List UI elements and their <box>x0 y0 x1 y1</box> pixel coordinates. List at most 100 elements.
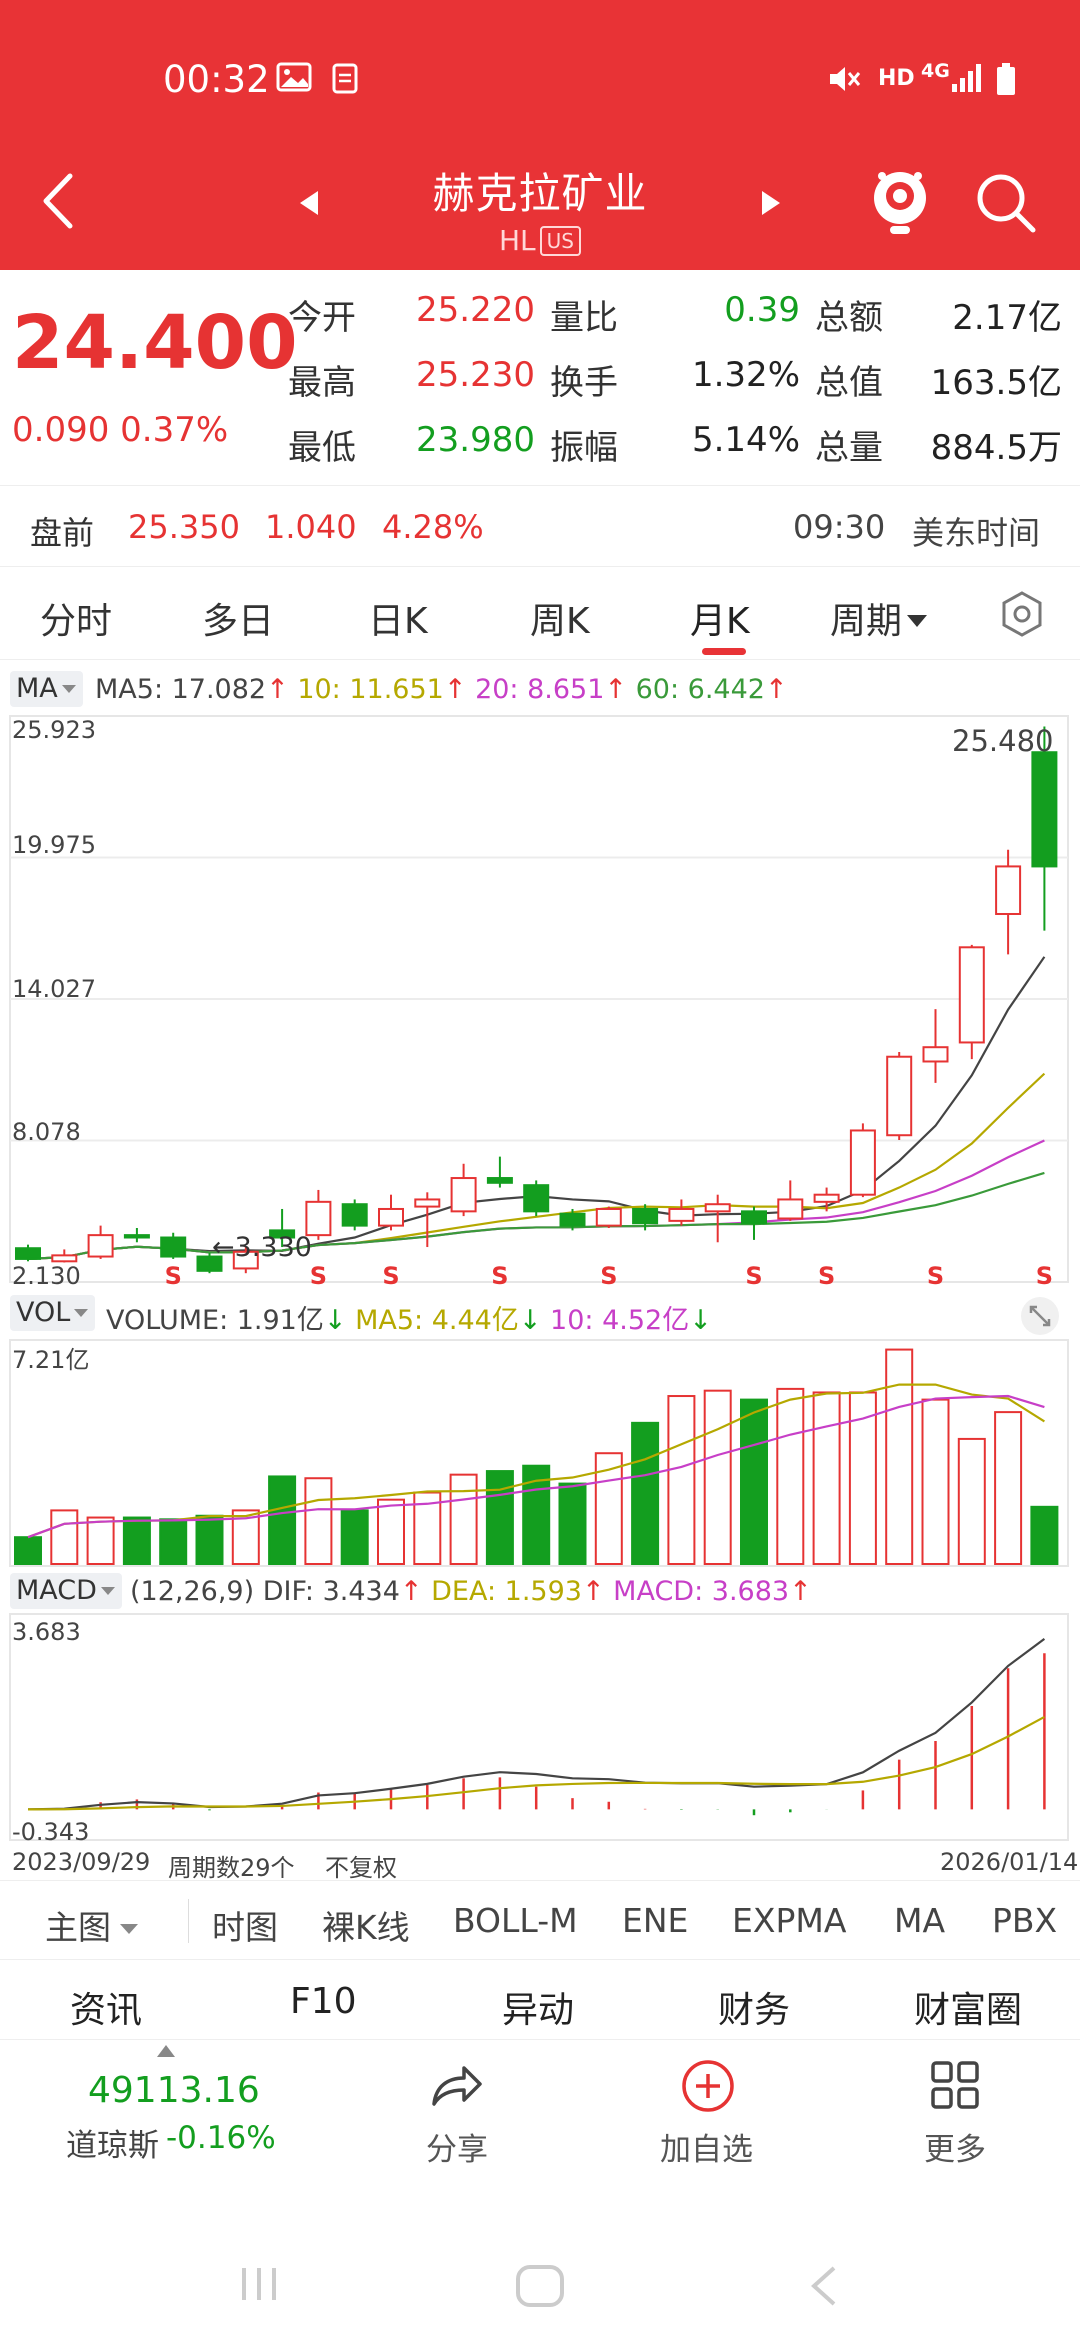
macd-legend: (12,26,9) DIF: 3.434↑ DEA: 1.593↑ MACD: … <box>130 1576 812 1607</box>
system-back-icon[interactable] <box>808 2264 838 2308</box>
chevron-down-icon <box>100 1587 115 1595</box>
macd-selector-label: MACD <box>16 1575 97 1606</box>
candle <box>886 1055 913 1137</box>
more-label[interactable]: 更多 <box>924 2132 986 2168</box>
robot-assistant-icon[interactable] <box>870 168 930 240</box>
candle <box>160 1236 187 1258</box>
vol-ma5-value: MA5: 4.44亿 <box>355 1305 519 1336</box>
dif-value: DIF: 3.434 <box>262 1576 400 1607</box>
macd-selector[interactable]: MACD <box>10 1573 122 1609</box>
expand-icon[interactable] <box>1020 1296 1060 1336</box>
indicator-expma[interactable]: EXPMA <box>732 1901 847 1940</box>
candle <box>849 1129 876 1196</box>
home-icon[interactable] <box>515 2264 565 2308</box>
stat-value: 1.32% <box>691 355 800 395</box>
ma-legend: MA5: 17.082↑ 10: 11.651↑ 20: 8.651↑ 60: … <box>95 674 788 705</box>
candle <box>813 1193 840 1203</box>
min-price-label: ←3.330 <box>212 1232 312 1263</box>
volume-bar <box>631 1421 660 1566</box>
premarket-timezone: 美东时间 <box>912 514 1041 552</box>
add-watchlist-icon[interactable] <box>680 2058 736 2114</box>
vol-selector[interactable]: VOL <box>10 1295 96 1331</box>
macd-chart[interactable] <box>0 1612 1080 1844</box>
tab-movement[interactable]: 异动 <box>502 1990 575 2031</box>
price-change: 0.090 0.37% <box>12 410 228 450</box>
main-chart-selector[interactable]: 主图 <box>45 1901 139 1949</box>
indicator-ene[interactable]: ENE <box>622 1901 689 1940</box>
document-icon <box>332 63 358 94</box>
stat-value: 884.5万 <box>930 428 1062 468</box>
tab-wealth-circle[interactable]: 财富圈 <box>914 1990 1023 2031</box>
candle <box>922 1046 949 1063</box>
tab-intraday[interactable]: 分时 <box>40 601 113 642</box>
tab-weekly-k[interactable]: 周K <box>530 601 590 642</box>
add-watchlist-label[interactable]: 加自选 <box>660 2132 753 2168</box>
indicator-ma[interactable]: MA <box>894 1901 946 1940</box>
tab-news[interactable]: 资讯 <box>70 1990 143 2031</box>
signal-marker: S <box>491 1262 509 1290</box>
ma10-value: 10: 11.651 <box>297 674 444 705</box>
candle <box>741 1210 767 1225</box>
tab-f10[interactable]: F10 <box>290 1981 357 2022</box>
volume-frame <box>9 1339 1069 1567</box>
search-icon[interactable] <box>975 172 1037 234</box>
next-stock-icon[interactable] <box>760 190 782 216</box>
candle <box>414 1198 441 1208</box>
signal-marker: S <box>745 1262 763 1290</box>
ticker-code: HL <box>499 224 536 257</box>
tab-period[interactable]: 周期 <box>830 592 928 644</box>
ma-selector[interactable]: MA <box>10 671 83 707</box>
vol-ma10-value: 10: 4.52亿 <box>550 1305 690 1336</box>
stat-label: 振幅 <box>550 428 618 468</box>
share-label[interactable]: 分享 <box>426 2132 488 2168</box>
up-arrow-icon: ↑ <box>764 674 788 705</box>
indicator-timechart[interactable]: 时图 <box>212 1908 278 1947</box>
tab-finance[interactable]: 财务 <box>718 1990 791 2031</box>
volume-bar <box>268 1475 297 1566</box>
volume-bar <box>558 1482 587 1565</box>
candle <box>450 1177 477 1213</box>
volume-bar <box>1030 1505 1059 1565</box>
indicator-pbx[interactable]: PBX <box>992 1901 1058 1940</box>
vol-selector-label: VOL <box>16 1297 71 1328</box>
index-value[interactable]: 49113.16 <box>88 2070 260 2111</box>
candle <box>87 1234 114 1258</box>
settings-hexagon-icon[interactable] <box>998 590 1046 638</box>
volume-bar <box>50 1509 79 1566</box>
indicator-boll-m[interactable]: BOLL-M <box>453 1901 578 1940</box>
candle <box>51 1254 78 1263</box>
more-grid-icon[interactable] <box>930 2060 980 2110</box>
stat-value: 0.39 <box>724 290 800 330</box>
kline-axis-2: 19.975 <box>12 831 96 859</box>
volume-bar <box>812 1391 841 1565</box>
share-icon[interactable] <box>428 2060 484 2110</box>
stat-value: 23.980 <box>416 420 535 460</box>
status-time: 00:32 <box>163 58 270 101</box>
candle <box>995 865 1022 915</box>
signal-icon <box>952 64 981 92</box>
candle <box>341 1203 368 1227</box>
recent-apps-icon[interactable] <box>236 2264 282 2304</box>
prev-stock-icon[interactable] <box>298 190 320 216</box>
stat-label: 量比 <box>550 298 618 338</box>
tab-multiday[interactable]: 多日 <box>202 601 275 642</box>
volume-bar <box>703 1389 732 1565</box>
stock-ticker: HL US <box>0 224 1080 257</box>
candle <box>523 1184 550 1213</box>
up-arrow-icon: ↑ <box>604 674 628 705</box>
back-icon[interactable] <box>40 172 76 230</box>
ma60-value: 60: 6.442 <box>635 674 765 705</box>
candle <box>595 1207 622 1227</box>
premarket-change-percent: 4.28% <box>382 508 484 546</box>
kline-chart[interactable] <box>0 712 1080 1294</box>
mute-icon <box>830 67 861 91</box>
signal-marker: S <box>818 1262 836 1290</box>
macd-params: (12,26,9) <box>130 1576 255 1607</box>
tab-monthly-k[interactable]: 月K <box>690 601 750 642</box>
indicator-bare-k[interactable]: 裸K线 <box>322 1908 410 1947</box>
volume-chart[interactable] <box>0 1338 1080 1570</box>
stat-label: 换手 <box>550 363 618 403</box>
stat-label: 今开 <box>288 298 356 338</box>
signal-marker: S <box>164 1262 182 1290</box>
tab-daily-k[interactable]: 日K <box>368 601 428 642</box>
